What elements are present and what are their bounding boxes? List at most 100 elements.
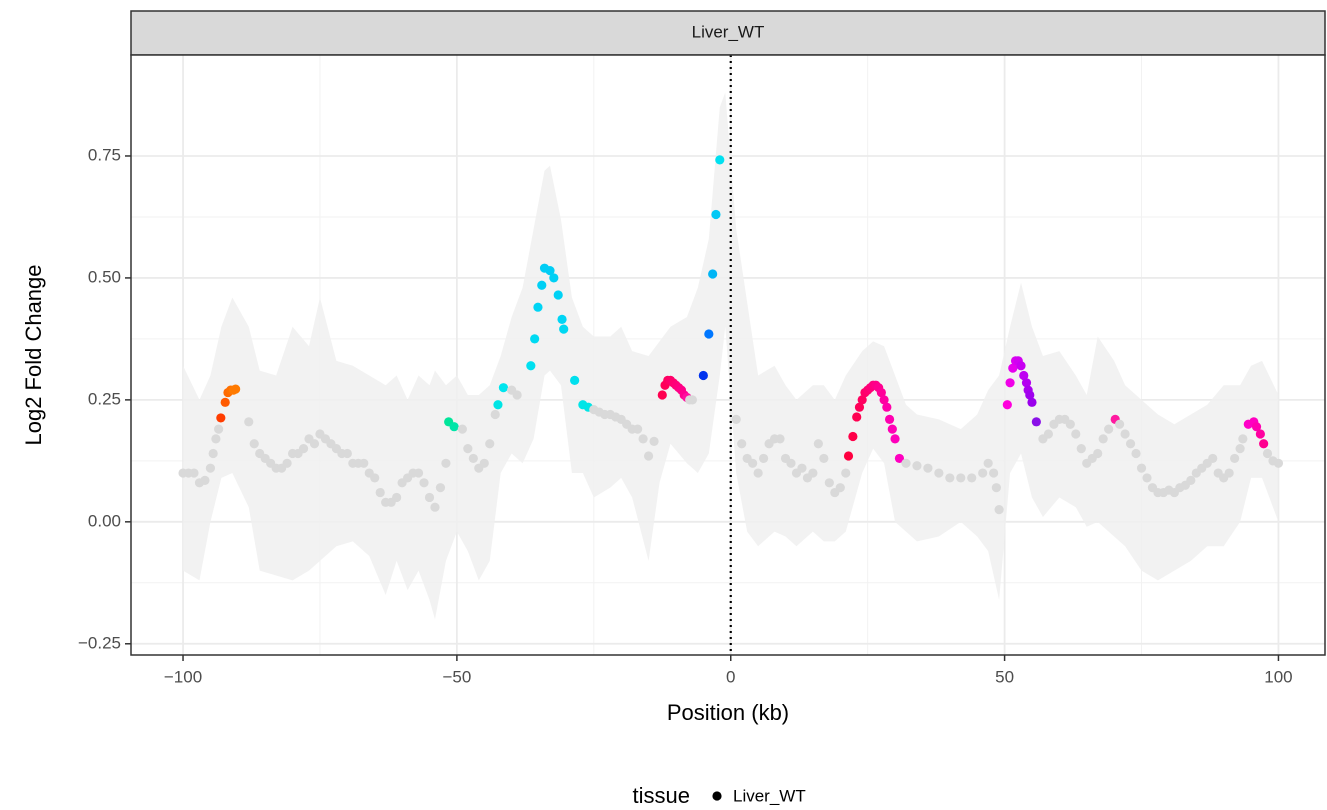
point <box>698 370 708 381</box>
point <box>244 417 254 427</box>
point <box>424 492 435 503</box>
point <box>753 468 763 478</box>
point <box>435 483 446 493</box>
point <box>419 478 429 488</box>
point <box>1238 434 1248 444</box>
point <box>808 468 818 478</box>
point <box>214 424 224 434</box>
point <box>657 390 667 400</box>
point <box>852 412 862 422</box>
point <box>512 390 522 400</box>
point <box>526 361 536 371</box>
point <box>370 473 380 483</box>
point <box>1031 417 1041 427</box>
point <box>759 453 769 464</box>
point <box>1251 422 1262 432</box>
point <box>956 473 966 483</box>
y-tick-label: 0.25 <box>88 389 121 408</box>
x-tick-label: 0 <box>726 667 735 686</box>
point <box>1255 429 1265 439</box>
point <box>633 424 643 434</box>
point <box>468 453 478 464</box>
point <box>848 431 858 442</box>
point <box>991 483 1001 493</box>
x-tick-label: 50 <box>995 667 1014 686</box>
point <box>1098 434 1108 444</box>
point <box>704 329 714 339</box>
point <box>430 502 440 512</box>
y-tick-label: 0.00 <box>88 511 121 530</box>
point <box>1120 429 1130 439</box>
y-axis-label: Log2 Fold Change <box>21 264 46 445</box>
point <box>342 448 352 459</box>
point <box>549 273 559 283</box>
x-tick-label: −100 <box>164 667 202 686</box>
point <box>220 397 230 407</box>
point <box>1115 419 1125 429</box>
point <box>643 451 654 461</box>
point <box>843 451 854 461</box>
legend-key <box>712 791 722 801</box>
point <box>1002 400 1012 410</box>
point <box>298 444 309 454</box>
point <box>479 458 489 468</box>
point <box>457 424 467 434</box>
point <box>375 487 385 498</box>
point <box>1027 397 1037 407</box>
point <box>1016 361 1026 371</box>
point <box>813 439 823 449</box>
point <box>841 468 851 478</box>
point <box>449 422 459 432</box>
point <box>557 314 567 324</box>
point <box>1071 429 1081 439</box>
point <box>1208 453 1218 464</box>
point <box>945 473 955 483</box>
point <box>309 439 320 449</box>
point <box>216 413 226 423</box>
point <box>490 409 500 420</box>
point <box>819 453 829 464</box>
point <box>687 395 697 405</box>
point <box>748 458 758 468</box>
point <box>1259 439 1269 449</box>
point <box>715 155 725 165</box>
point <box>1065 419 1075 429</box>
point <box>359 458 369 468</box>
point <box>231 384 241 394</box>
point <box>934 468 944 478</box>
point <box>824 478 834 488</box>
point <box>1043 429 1054 439</box>
point <box>559 324 569 334</box>
point <box>1104 424 1114 434</box>
point <box>649 436 659 446</box>
point <box>211 434 221 444</box>
point <box>1186 475 1196 485</box>
point <box>493 400 503 410</box>
point <box>887 424 897 434</box>
point <box>731 414 741 424</box>
point <box>530 334 540 344</box>
point <box>708 269 718 279</box>
point <box>994 505 1004 515</box>
point <box>1273 458 1284 468</box>
point <box>1136 463 1147 473</box>
point <box>249 439 259 449</box>
point <box>835 483 845 493</box>
point <box>392 492 402 503</box>
point <box>775 434 785 444</box>
y-tick-label: −0.25 <box>78 633 121 652</box>
point <box>1142 473 1152 483</box>
point <box>1008 363 1018 373</box>
point <box>989 468 999 478</box>
legend-entry: Liver_WT <box>733 786 806 805</box>
point <box>711 209 721 220</box>
point <box>912 461 922 471</box>
x-tick-label: −50 <box>442 667 471 686</box>
point <box>967 473 977 483</box>
point <box>441 458 451 468</box>
point <box>1025 390 1035 400</box>
point <box>189 468 199 478</box>
point <box>545 266 555 276</box>
x-axis-label: Position (kb) <box>667 700 789 725</box>
point <box>1021 378 1032 388</box>
